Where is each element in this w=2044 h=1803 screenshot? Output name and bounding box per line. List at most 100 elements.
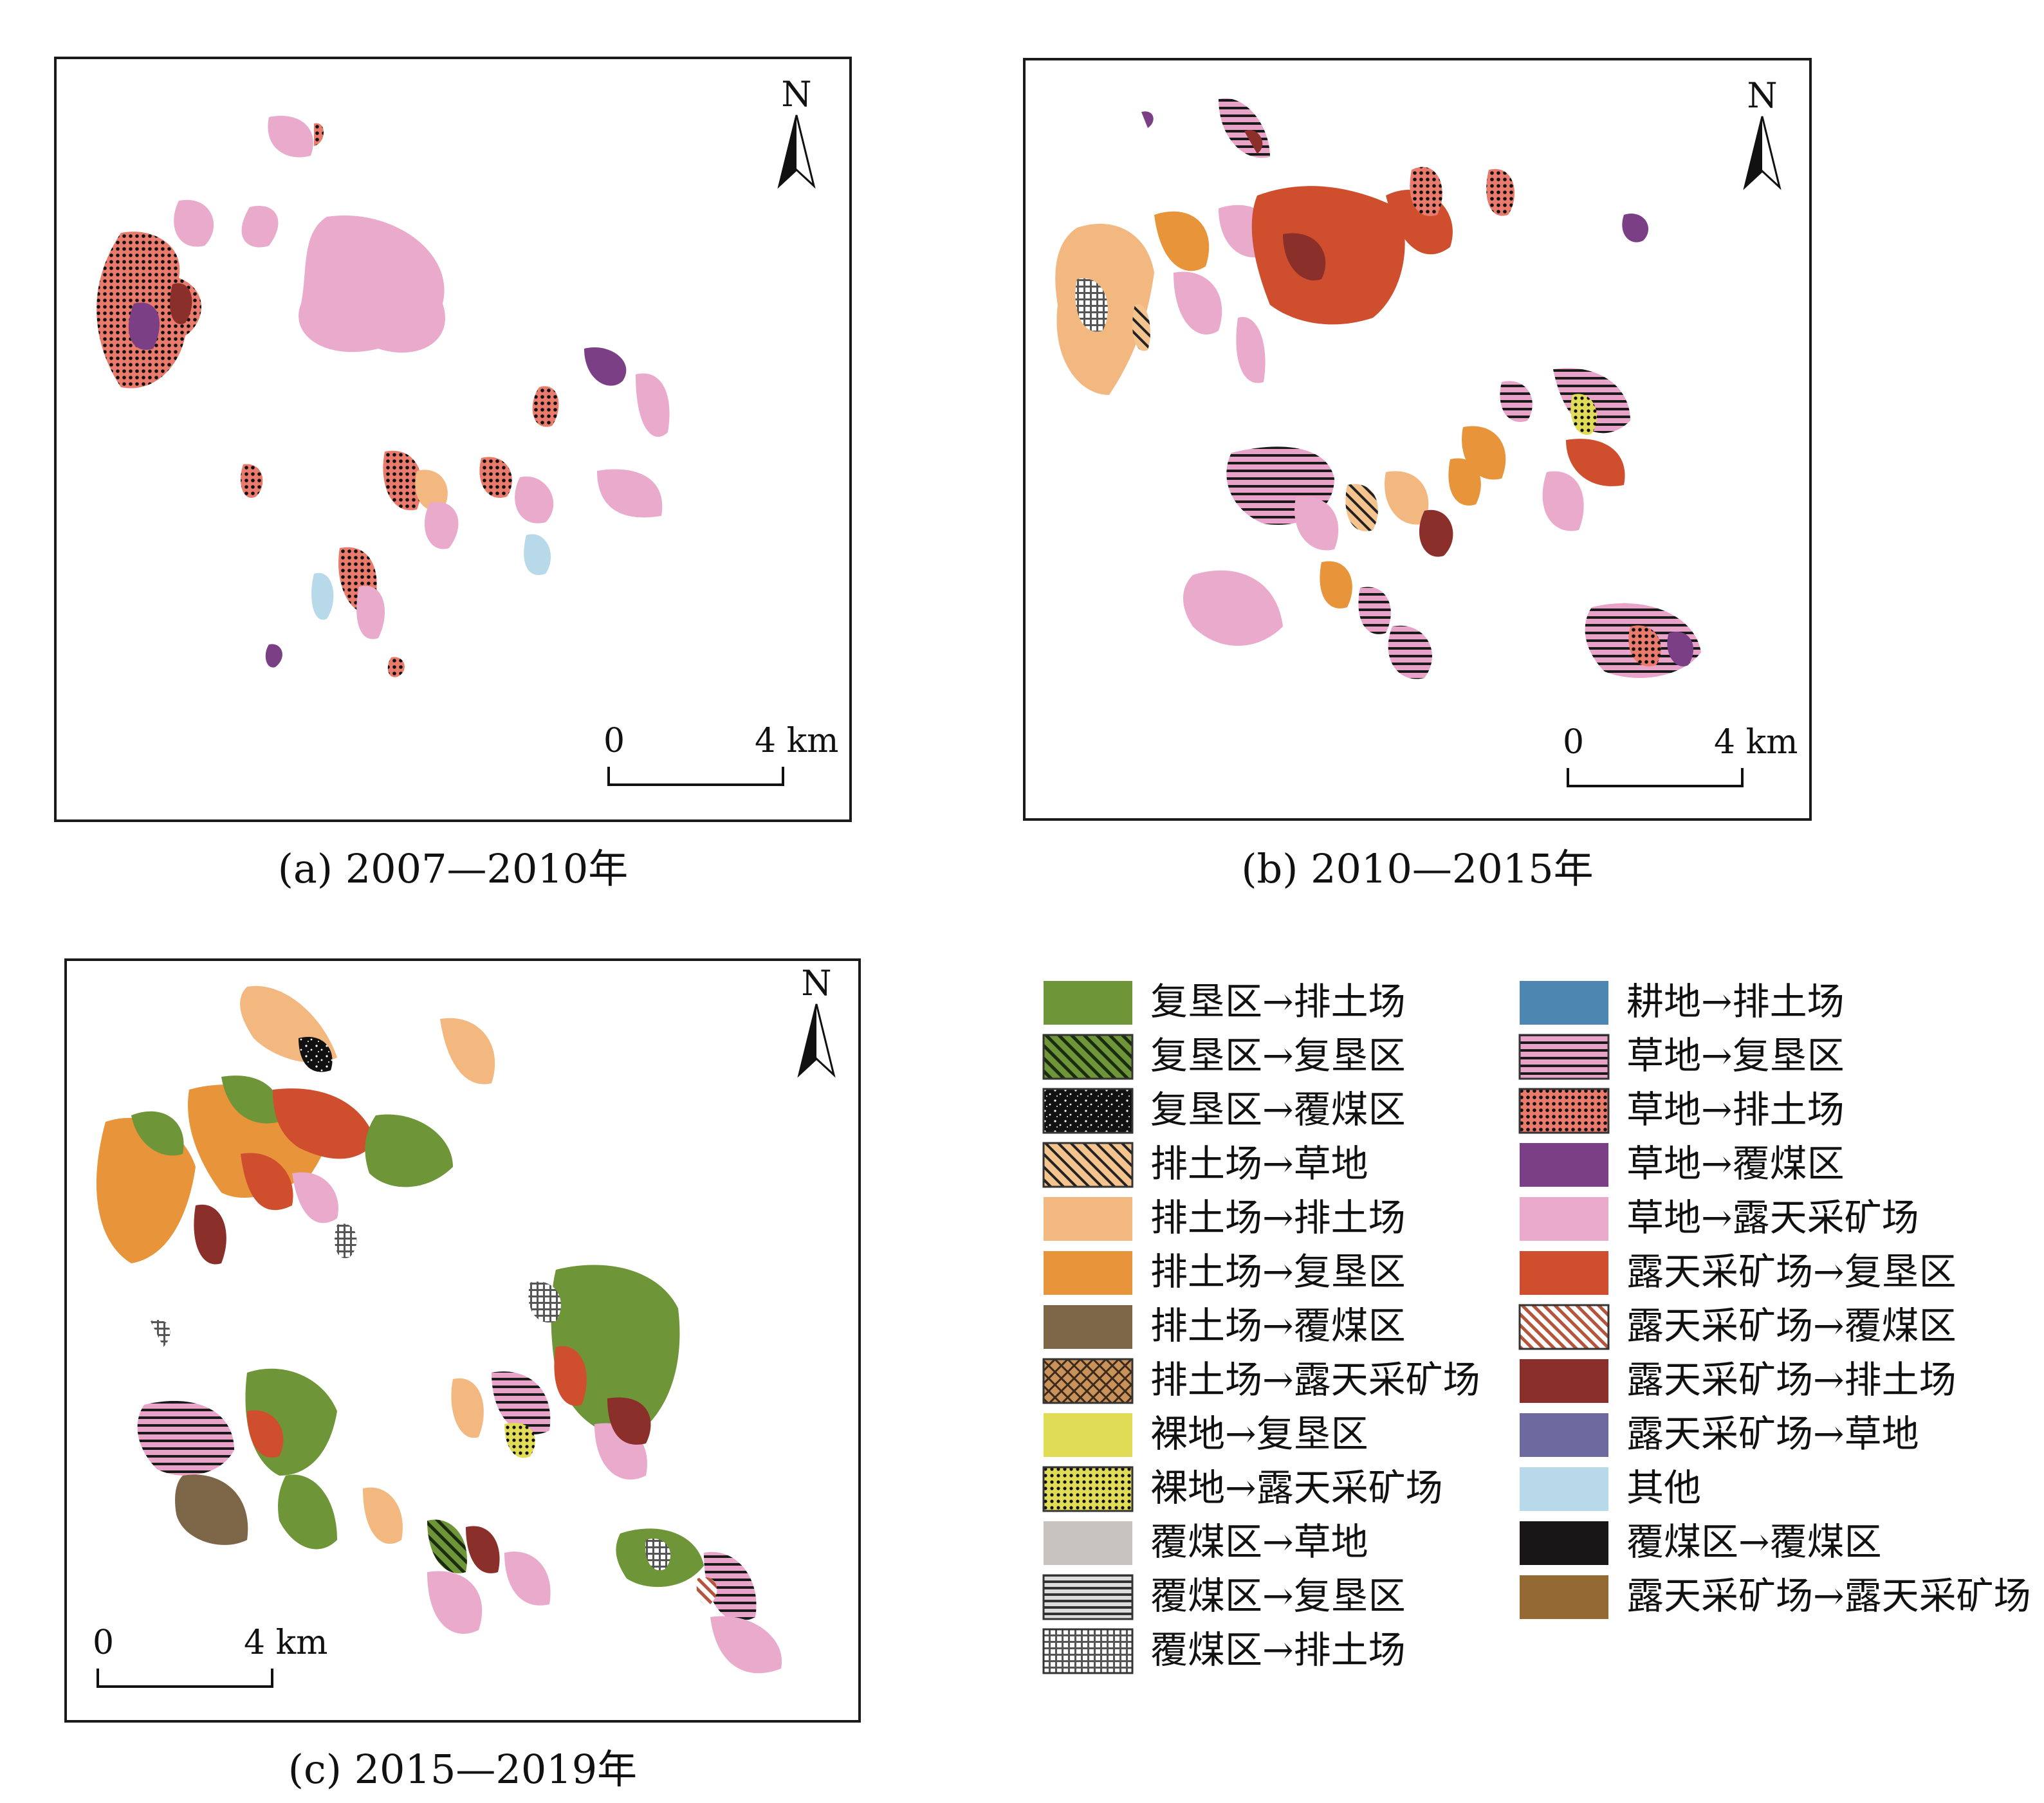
legend-item: 排土场→复垦区 bbox=[1042, 1245, 1544, 1296]
scale-end-label: 4 km bbox=[244, 1624, 328, 1662]
legend-label: 覆煤区→草地 bbox=[1150, 1520, 1368, 1564]
north-arrow-icon bbox=[797, 1003, 836, 1078]
legend-item: 覆煤区→复垦区 bbox=[1042, 1569, 1544, 1620]
legend-swatch bbox=[1518, 1520, 1610, 1566]
legend-item: 露天采矿场→复垦区 bbox=[1518, 1245, 2020, 1296]
legend-item: 露天采矿场→草地 bbox=[1518, 1407, 2020, 1458]
legend-item: 露天采矿场→覆煤区 bbox=[1518, 1299, 2020, 1350]
legend-swatch bbox=[1042, 1358, 1134, 1404]
caption-c: (c) 2015—2019年 bbox=[288, 1746, 638, 1793]
scale-start-label: 0 bbox=[93, 1624, 115, 1662]
north-arrow-a: N bbox=[774, 77, 819, 192]
legend-swatch bbox=[1042, 1142, 1134, 1188]
legend-swatch bbox=[1518, 1412, 1610, 1458]
scale-start-label: 0 bbox=[603, 722, 625, 760]
caption-b: (b) 2010—2015年 bbox=[1241, 845, 1594, 892]
scale-bar-a: 0 4 km bbox=[603, 722, 838, 792]
legend-label: 其他 bbox=[1626, 1466, 1702, 1510]
legend-item: 露天采矿场→露天采矿场 bbox=[1518, 1569, 2031, 1620]
legend-label: 覆煤区→覆煤区 bbox=[1626, 1520, 1882, 1564]
map-panel-c: N 0 4 km bbox=[64, 958, 861, 1723]
legend-label: 复垦区→排土场 bbox=[1150, 980, 1406, 1023]
legend-item: 覆煤区→覆煤区 bbox=[1518, 1515, 2020, 1566]
legend-item: 草地→复垦区 bbox=[1518, 1029, 2020, 1080]
scale-bar-c: 0 4 km bbox=[93, 1624, 327, 1694]
legend-label: 草地→复垦区 bbox=[1626, 1034, 1845, 1077]
legend-label: 露天采矿场→复垦区 bbox=[1626, 1250, 1957, 1294]
scale-end-label: 4 km bbox=[755, 722, 839, 760]
legend-label: 裸地→露天采矿场 bbox=[1150, 1466, 1443, 1510]
legend-swatch bbox=[1042, 1412, 1134, 1458]
legend-swatch bbox=[1042, 1628, 1134, 1674]
legend-item: 露天采矿场→排土场 bbox=[1518, 1353, 2020, 1404]
legend-swatch bbox=[1518, 1574, 1610, 1620]
legend-label: 覆煤区→排土场 bbox=[1150, 1628, 1406, 1672]
legend-label: 露天采矿场→草地 bbox=[1626, 1412, 1919, 1456]
north-arrow-icon bbox=[777, 114, 816, 189]
legend-swatch bbox=[1042, 1304, 1134, 1350]
legend-swatch bbox=[1518, 1358, 1610, 1404]
legend-item: 草地→排土场 bbox=[1518, 1083, 2020, 1134]
legend-label: 复垦区→复垦区 bbox=[1150, 1034, 1406, 1077]
north-label: N bbox=[1747, 75, 1778, 116]
legend-swatch bbox=[1518, 1142, 1610, 1188]
legend-swatch bbox=[1042, 1466, 1134, 1512]
legend-item: 其他 bbox=[1518, 1461, 2020, 1512]
legend-label: 覆煤区→复垦区 bbox=[1150, 1574, 1406, 1618]
legend-swatch bbox=[1042, 1088, 1134, 1134]
legend-item: 排土场→覆煤区 bbox=[1042, 1299, 1544, 1350]
north-arrow-b: N bbox=[1740, 78, 1785, 193]
north-arrow-icon bbox=[1743, 116, 1782, 190]
caption-a: (a) 2007—2010年 bbox=[277, 845, 629, 892]
legend-item: 复垦区→覆煤区 bbox=[1042, 1083, 1544, 1134]
legend-swatch bbox=[1042, 1196, 1134, 1242]
legend-label: 露天采矿场→露天采矿场 bbox=[1626, 1574, 2031, 1618]
map-panel-a: N 0 4 km bbox=[54, 57, 852, 822]
legend-label: 露天采矿场→覆煤区 bbox=[1626, 1304, 1957, 1348]
legend-label: 草地→露天采矿场 bbox=[1626, 1196, 1919, 1240]
legend-item: 覆煤区→草地 bbox=[1042, 1515, 1544, 1566]
legend-label: 耕地→排土场 bbox=[1626, 980, 1845, 1023]
legend-item: 裸地→露天采矿场 bbox=[1042, 1461, 1544, 1512]
legend-swatch bbox=[1042, 980, 1134, 1026]
map-panel-b: N 0 4 km bbox=[1023, 58, 1812, 821]
legend-swatch bbox=[1042, 1574, 1134, 1620]
legend-label: 排土场→露天采矿场 bbox=[1150, 1358, 1480, 1402]
legend-swatch bbox=[1518, 1034, 1610, 1080]
legend-label: 草地→排土场 bbox=[1626, 1088, 1845, 1131]
legend-swatch bbox=[1518, 980, 1610, 1026]
legend-label: 排土场→覆煤区 bbox=[1150, 1304, 1406, 1348]
legend-item: 排土场→露天采矿场 bbox=[1042, 1353, 1544, 1404]
scale-start-label: 0 bbox=[1563, 723, 1585, 762]
legend-item: 排土场→排土场 bbox=[1042, 1191, 1544, 1242]
legend-item: 耕地→排土场 bbox=[1518, 975, 2020, 1026]
legend-swatch bbox=[1518, 1250, 1610, 1296]
map-c-land-patches bbox=[96, 985, 782, 1674]
legend-swatch bbox=[1518, 1304, 1610, 1350]
legend-label: 草地→覆煤区 bbox=[1626, 1142, 1845, 1185]
legend: 复垦区→排土场 复垦区→复垦区 复垦区→覆煤区 排土场→草地 排土场→排土场 排土场→复垦… bbox=[1042, 975, 2039, 1695]
legend-swatch bbox=[1042, 1034, 1134, 1080]
legend-swatch bbox=[1518, 1196, 1610, 1242]
legend-label: 排土场→复垦区 bbox=[1150, 1250, 1406, 1294]
legend-label: 复垦区→覆煤区 bbox=[1150, 1088, 1406, 1131]
legend-label: 裸地→复垦区 bbox=[1150, 1412, 1368, 1456]
legend-swatch bbox=[1042, 1250, 1134, 1296]
legend-item: 复垦区→排土场 bbox=[1042, 975, 1544, 1026]
legend-item: 覆煤区→排土场 bbox=[1042, 1623, 1544, 1674]
legend-label: 排土场→草地 bbox=[1150, 1142, 1368, 1185]
legend-swatch bbox=[1518, 1088, 1610, 1134]
map-a-land-patches bbox=[97, 116, 670, 677]
legend-item: 排土场→草地 bbox=[1042, 1137, 1544, 1188]
legend-label: 露天采矿场→排土场 bbox=[1626, 1358, 1957, 1402]
legend-item: 复垦区→复垦区 bbox=[1042, 1029, 1544, 1080]
scale-bar-line bbox=[1567, 768, 1744, 787]
legend-item: 草地→覆煤区 bbox=[1518, 1137, 2020, 1188]
legend-label: 排土场→排土场 bbox=[1150, 1196, 1406, 1240]
map-b-land-patches bbox=[1055, 98, 1701, 679]
scale-end-label: 4 km bbox=[1714, 723, 1798, 762]
scale-bar-line bbox=[97, 1669, 273, 1688]
north-label: N bbox=[781, 74, 812, 114]
scale-bar-b: 0 4 km bbox=[1563, 723, 1798, 794]
legend-swatch bbox=[1518, 1466, 1610, 1512]
